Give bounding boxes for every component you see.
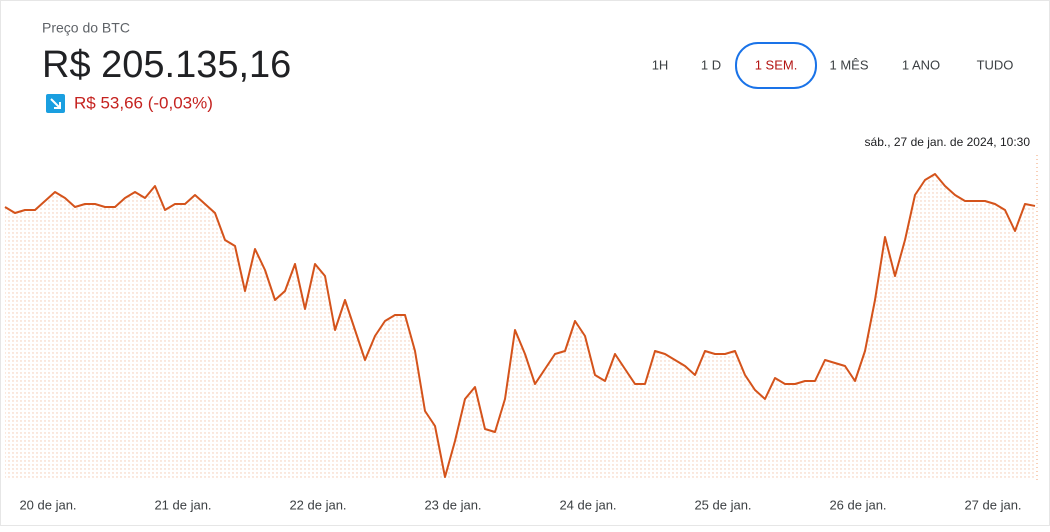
x-tick-label: 20 de jan. <box>19 497 76 512</box>
x-tick-label: 27 de jan. <box>964 497 1021 512</box>
x-tick-label: 22 de jan. <box>289 497 346 512</box>
price-line <box>4 173 1036 478</box>
area <box>5 174 1035 480</box>
range-button[interactable]: 1 SEM. <box>755 57 798 72</box>
hover-date: sáb., 27 de jan. de 2024, 10:30 <box>865 135 1031 149</box>
selected-outline <box>735 42 817 89</box>
title: Preço do BTC <box>42 20 130 36</box>
range-button[interactable]: 1 D <box>701 57 721 72</box>
range-button[interactable]: 1H <box>652 57 669 72</box>
x-tick-label: 21 de jan. <box>154 497 211 512</box>
x-tick-label: 23 de jan. <box>424 497 481 512</box>
change-arrow <box>50 98 61 109</box>
x-tick-label: 26 de jan. <box>829 497 886 512</box>
range-button[interactable]: 1 ANO <box>902 57 940 72</box>
price-change: R$ 53,66 (-0,03%) <box>74 93 213 112</box>
price: R$ 205.135,16 <box>42 44 291 86</box>
x-tick-label: 24 de jan. <box>559 497 616 512</box>
range-button[interactable]: TUDO <box>977 57 1014 72</box>
x-tick-label: 25 de jan. <box>694 497 751 512</box>
range-button[interactable]: 1 MÊS <box>829 57 868 72</box>
